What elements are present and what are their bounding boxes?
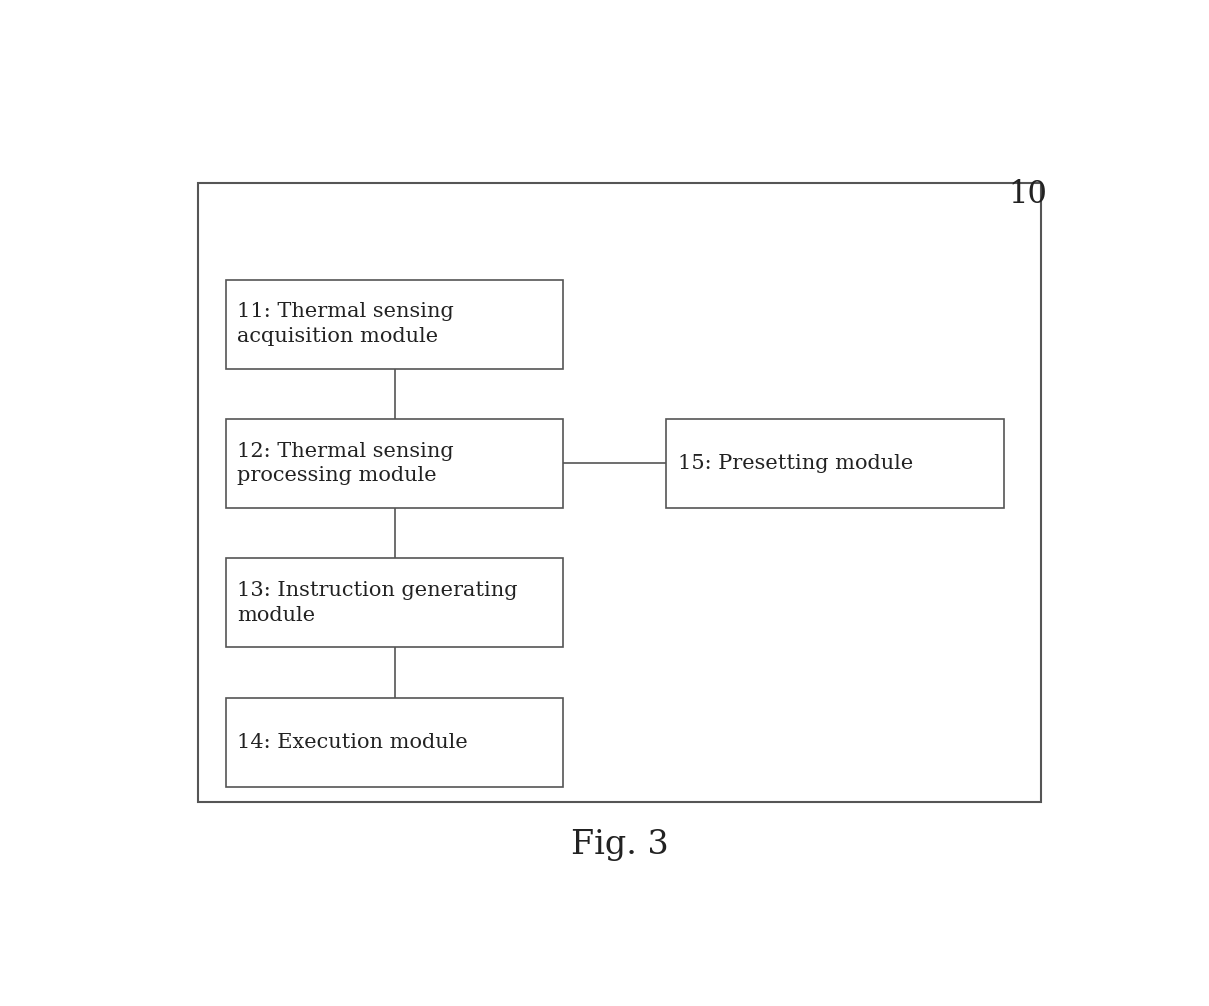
Text: 12: Thermal sensing
processing module: 12: Thermal sensing processing module bbox=[237, 442, 453, 485]
Bar bbox=[226, 280, 563, 368]
Text: 14: Execution module: 14: Execution module bbox=[237, 732, 468, 751]
Bar bbox=[226, 418, 563, 508]
Bar bbox=[226, 558, 563, 648]
Text: 13: Instruction generating
module: 13: Instruction generating module bbox=[237, 581, 517, 625]
Text: Fig. 3: Fig. 3 bbox=[571, 829, 669, 861]
Text: 15: Presetting module: 15: Presetting module bbox=[678, 454, 913, 473]
Text: 11: Thermal sensing
acquisition module: 11: Thermal sensing acquisition module bbox=[237, 303, 455, 346]
Text: 10: 10 bbox=[1008, 179, 1047, 210]
Bar bbox=[666, 418, 1003, 508]
Bar bbox=[226, 698, 563, 787]
Bar bbox=[198, 183, 1041, 803]
